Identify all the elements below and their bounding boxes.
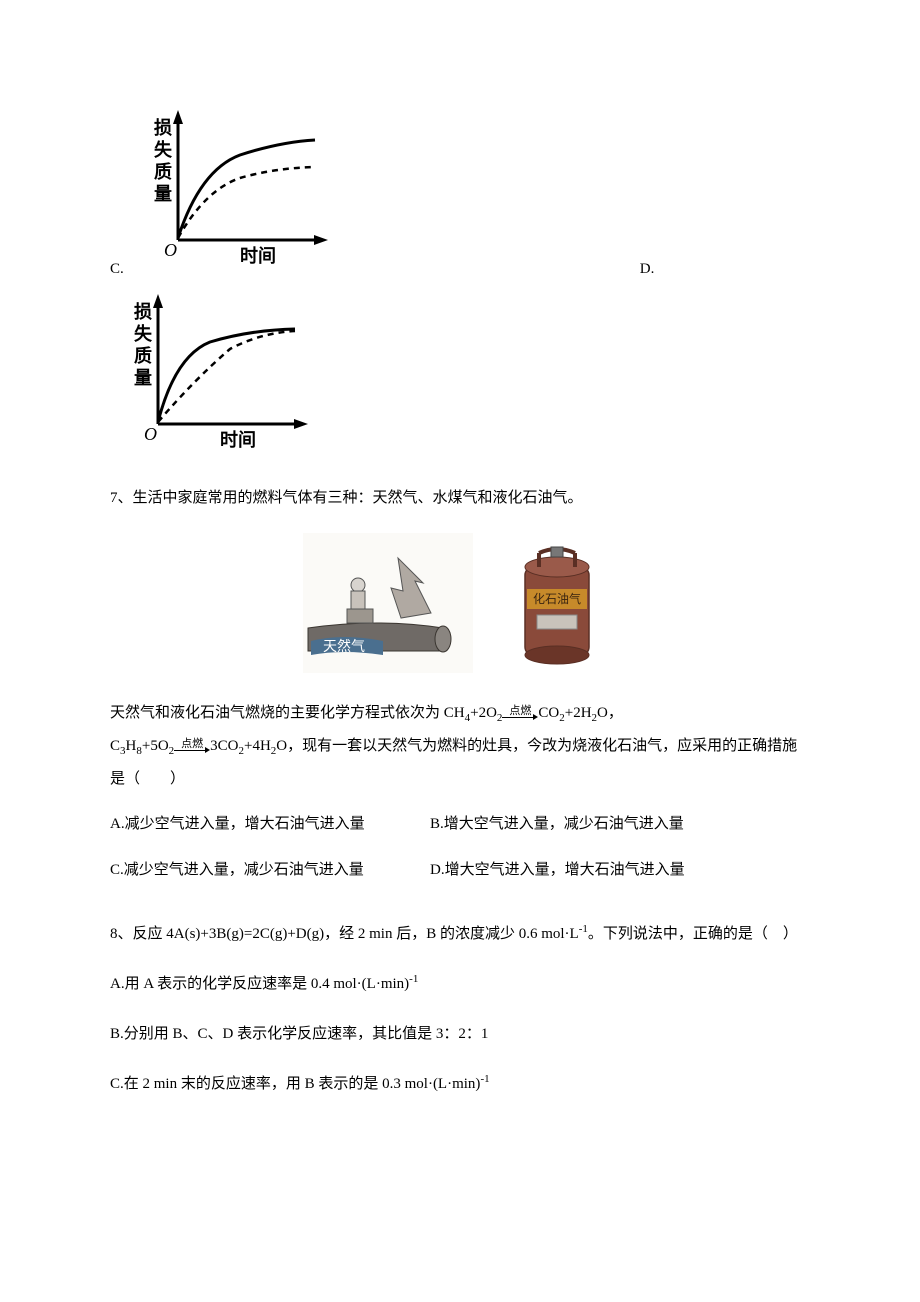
q7-eq-para2: C3H8+5O2点燃3CO2+4H2O，现有一套以天然气为燃料的灶具，今改为烧液… [110,730,810,796]
graph-d: 损 失 质 量 O 时间 [110,284,810,454]
graph-c-origin: O [164,240,177,260]
graph-c-ylabel-2: 失 [154,139,173,160]
svg-text:量: 量 [134,367,152,388]
graph-c-ylabel-1: 损 [154,117,172,138]
q8-choice-c: C.在 2 min 末的反应速率，用 B 表示的是 0.3 mol·(L·min… [110,1066,810,1102]
svg-text:O: O [144,424,157,444]
graph-c: 损 失 质 量 O 时间 [130,100,340,270]
q7-choice-b: B.增大空气进入量，减少石油气进入量 [430,806,684,842]
q8-intro: 8、反应 4A(s)+3B(g)=2C(g)+D(g)，经 2 min 后，B … [110,916,810,952]
q7-right-label: 化石油气 [533,591,581,606]
q7-images: 天然气 化石油气 [110,533,810,673]
svg-text:质: 质 [134,346,152,366]
q7-choice-a: A.减少空气进入量，增大石油气进入量 [110,806,430,842]
q8-choice-a: A.用 A 表示的化学反应速率是 0.4 mol·(L·min)-1 [110,966,810,1002]
svg-text:损: 损 [134,301,152,322]
option-d-label: D. [640,261,655,278]
q7-choice-c: C.减少空气进入量，减少石油气进入量 [110,852,430,888]
q7-intro: 7、生活中家庭常用的燃料气体有三种：天然气、水煤气和液化石油气。 [110,482,810,515]
graph-c-ylabel-3: 质 [154,162,172,182]
q7-left-label: 天然气 [323,638,365,655]
graph-c-ylabel-4: 量 [154,183,172,204]
svg-text:时间: 时间 [220,430,256,450]
svg-text:失: 失 [134,323,153,344]
q8-choice-b: B.分别用 B、C、D 表示化学反应速率，其比值是 3：2：1 [110,1016,810,1052]
q7-eq-para: 天然气和液化石油气燃烧的主要化学方程式依次为 CH4+2O2点燃CO2+2H2O… [110,697,810,730]
graph-c-xlabel: 时间 [240,246,276,266]
option-c-label: C. [110,261,124,278]
q7-choice-d: D.增大空气进入量，增大石油气进入量 [430,852,685,888]
